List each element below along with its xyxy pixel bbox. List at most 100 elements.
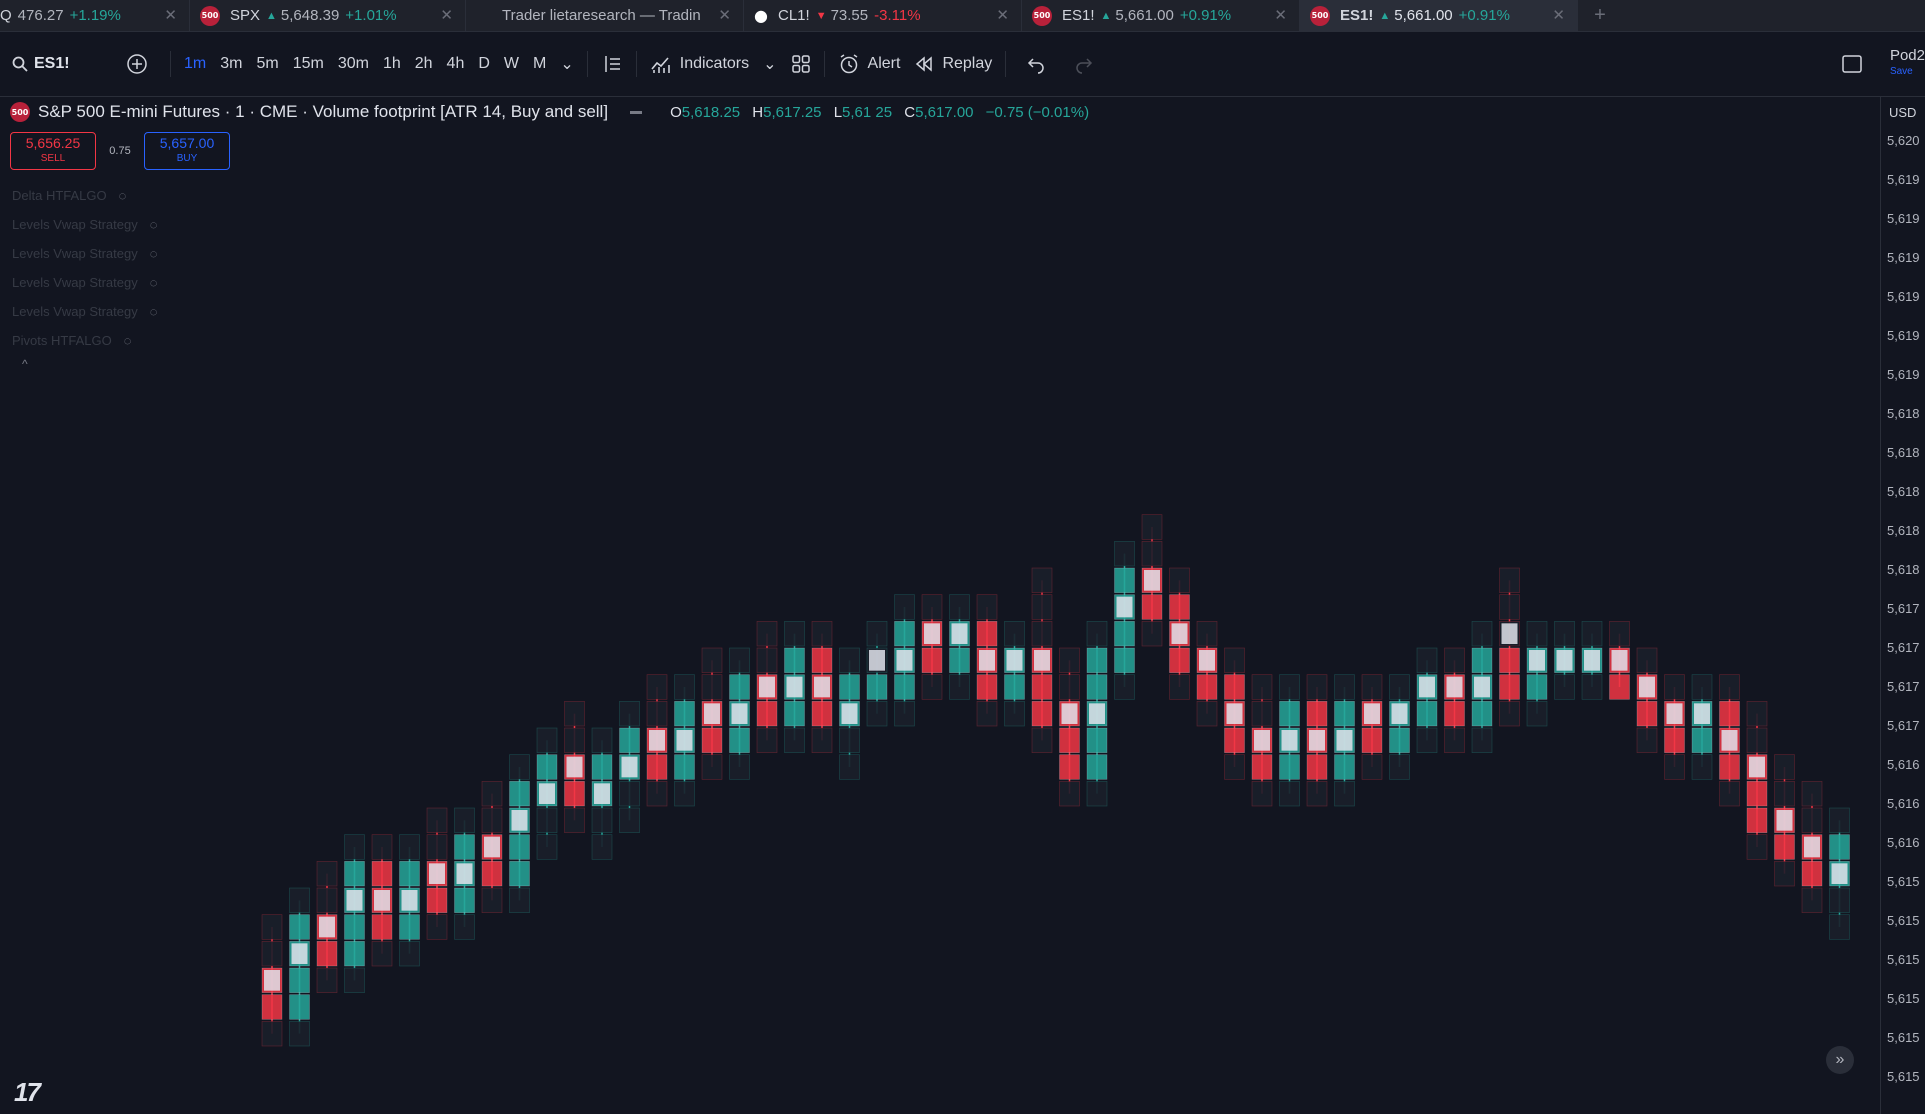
footprint-candle[interactable]: [1141, 514, 1163, 647]
footprint-candle[interactable]: [1361, 674, 1383, 780]
series-title[interactable]: S&P 500 E-mini Futures · 1 · CME · Volum…: [38, 102, 609, 121]
footprint-candle[interactable]: [646, 674, 668, 807]
footprint-candle[interactable]: [1389, 674, 1410, 780]
footprint-candle[interactable]: [701, 647, 723, 780]
footprint-candle[interactable]: [1251, 674, 1273, 807]
timeframe-5m[interactable]: 5m: [256, 55, 279, 72]
indicator-row[interactable]: Levels Vwap Strategy ◌: [12, 239, 157, 268]
footprint-candle[interactable]: [371, 834, 393, 967]
footprint-candle[interactable]: [289, 887, 310, 1047]
chevron-down-icon[interactable]: ⌄: [763, 56, 777, 73]
timeframe-m[interactable]: M: [533, 55, 547, 72]
timeframe-3m[interactable]: 3m: [220, 55, 243, 72]
footprint-candle[interactable]: [921, 594, 943, 700]
timeframe-30m[interactable]: 30m: [337, 55, 369, 72]
chart-style-button[interactable]: [594, 44, 630, 84]
footprint-candle[interactable]: [1801, 781, 1823, 913]
footprint-candle[interactable]: [1031, 567, 1053, 753]
browser-tab-4[interactable]: ● CL1! ▼ 73.55 -3.11% ✕: [744, 0, 1022, 31]
footprint-candle[interactable]: [1719, 674, 1740, 807]
footprint-candle[interactable]: [1581, 621, 1603, 700]
footprint-candle[interactable]: [1664, 674, 1685, 780]
timeframe-d[interactable]: D: [478, 55, 490, 72]
eye-hidden-icon[interactable]: ◌: [149, 246, 158, 261]
browser-tab-6-active[interactable]: 500 ES1! ▲ 5,661.00 +0.91% ✕: [1300, 0, 1578, 31]
buy-button[interactable]: 5,657.00 BUY: [144, 132, 230, 170]
footprint-candle[interactable]: [1306, 674, 1328, 807]
timeframe-15m[interactable]: 15m: [292, 55, 324, 72]
eye-hidden-icon[interactable]: ◌: [149, 275, 158, 290]
footprint-candle[interactable]: [399, 834, 420, 967]
indicator-row[interactable]: Levels Vwap Strategy ◌: [12, 297, 157, 326]
footprint-candle[interactable]: [1224, 647, 1245, 780]
footprint-candle[interactable]: [839, 647, 860, 780]
timeframe-4h[interactable]: 4h: [446, 55, 465, 72]
indicator-row[interactable]: Delta HTFALGO ◌: [12, 181, 157, 210]
series-legend[interactable]: 500 S&P 500 E-mini Futures · 1 · CME · V…: [10, 102, 1097, 122]
new-tab-button[interactable]: +: [1594, 4, 1606, 26]
symbol-search[interactable]: ES1!: [0, 55, 110, 73]
browser-tab-3[interactable]: Trader lietaresearch — Tradin ✕: [466, 0, 744, 31]
browser-tab-5[interactable]: 500 ES1! ▲ 5,661.00 +0.91% ✕: [1022, 0, 1300, 31]
footprint-candle[interactable]: [1774, 754, 1795, 887]
footprint-candle[interactable]: [1114, 541, 1135, 700]
footprint-candle[interactable]: [619, 701, 640, 833]
undo-button[interactable]: [1012, 44, 1060, 84]
timeframe-1m[interactable]: 1m: [184, 55, 207, 72]
chevron-down-icon[interactable]: ⌄: [560, 56, 574, 73]
timeframe-w[interactable]: W: [503, 55, 520, 72]
replay-button[interactable]: Replay: [907, 44, 999, 84]
footprint-candle[interactable]: [1059, 647, 1080, 807]
eye-hidden-icon[interactable]: ◌: [149, 304, 158, 319]
footprint-candle[interactable]: [729, 647, 750, 780]
footprint-candle[interactable]: [1746, 701, 1768, 860]
close-icon[interactable]: ✕: [1552, 7, 1565, 24]
footprint-candle[interactable]: [1416, 647, 1438, 753]
close-icon[interactable]: ✕: [718, 7, 731, 24]
footprint-candle[interactable]: [1169, 567, 1190, 700]
footprint-candle[interactable]: [1636, 647, 1658, 753]
footprint-candle[interactable]: [1471, 621, 1493, 753]
footprint-candle[interactable]: [426, 807, 448, 940]
close-icon[interactable]: ✕: [440, 7, 453, 24]
footprint-candle[interactable]: [756, 621, 778, 753]
footprint-candle[interactable]: [316, 861, 338, 993]
footprint-candle[interactable]: [1526, 621, 1548, 727]
footprint-candle[interactable]: [866, 621, 888, 727]
timeframe-2h[interactable]: 2h: [414, 55, 433, 72]
footprint-candle[interactable]: [674, 674, 695, 807]
footprint-candle[interactable]: [1334, 674, 1355, 807]
footprint-candle[interactable]: [894, 594, 915, 727]
footprint-chart[interactable]: [0, 97, 1880, 1114]
tradingview-logo-icon[interactable]: 17: [14, 1077, 41, 1107]
footprint-candle[interactable]: [1004, 621, 1025, 727]
indicators-button[interactable]: Indicators: [643, 44, 756, 84]
close-icon[interactable]: ✕: [1274, 7, 1287, 24]
browser-tab-2[interactable]: 500 SPX ▲ 5,648.39 +1.01% ✕: [190, 0, 466, 31]
footprint-candle[interactable]: [509, 754, 530, 913]
chevron-up-icon[interactable]: ^: [22, 357, 28, 371]
chart-pane[interactable]: 500 S&P 500 E-mini Futures · 1 · CME · V…: [0, 97, 1880, 1114]
footprint-candle[interactable]: [261, 914, 283, 1047]
footprint-candle[interactable]: [481, 781, 503, 913]
footprint-candle[interactable]: [976, 594, 998, 727]
eye-hidden-icon[interactable]: ◌: [123, 333, 132, 348]
footprint-candle[interactable]: [811, 621, 833, 753]
sell-button[interactable]: 5,656.25 SELL: [10, 132, 96, 170]
footprint-candle[interactable]: [949, 594, 970, 700]
indicator-row[interactable]: Pivots HTFALGO ◌: [12, 326, 157, 355]
eye-hidden-icon[interactable]: ◌: [149, 217, 158, 232]
footprint-candle[interactable]: [454, 807, 475, 940]
footprint-candle[interactable]: [1086, 621, 1108, 807]
alert-button[interactable]: Alert: [831, 44, 908, 84]
footprint-candle[interactable]: [1554, 621, 1575, 700]
footprint-candle[interactable]: [1609, 621, 1630, 700]
timeframe-1h[interactable]: 1h: [382, 55, 401, 72]
footprint-candle[interactable]: [1829, 807, 1850, 940]
footprint-candle[interactable]: [784, 621, 805, 753]
footprint-candle[interactable]: [564, 701, 585, 833]
footprint-candle[interactable]: [1196, 621, 1218, 727]
close-icon[interactable]: ✕: [996, 7, 1009, 24]
footprint-candle[interactable]: [591, 727, 613, 860]
compare-symbol-button[interactable]: [110, 44, 164, 84]
